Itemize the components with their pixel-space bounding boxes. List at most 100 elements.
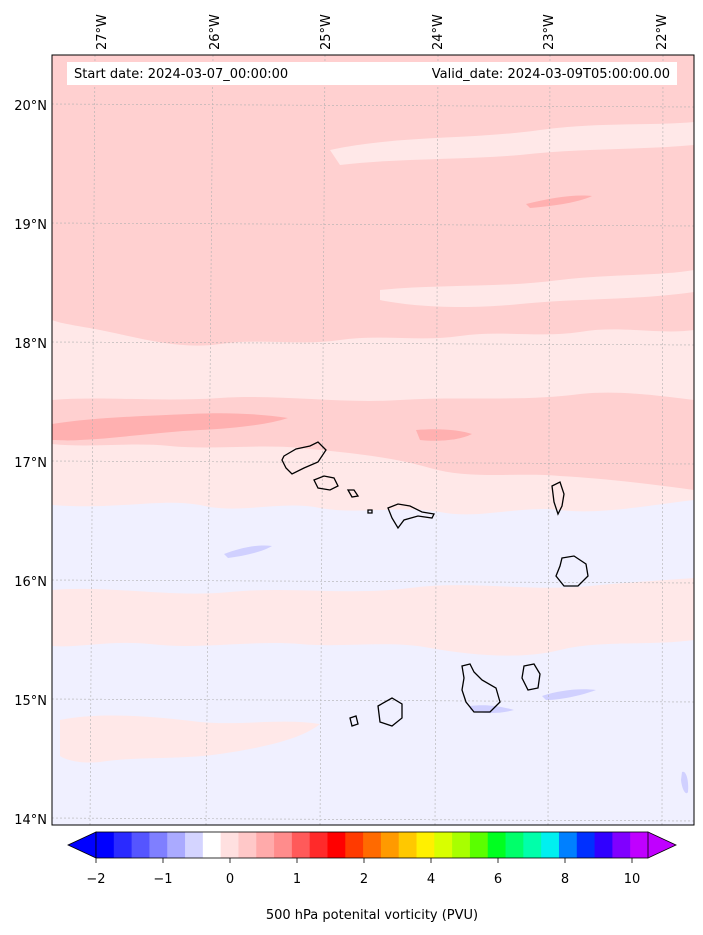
pv-blob-weak-positive-southwest	[60, 715, 320, 763]
colorbar-bin	[523, 832, 542, 858]
lon-label-22w: 22°W	[655, 14, 670, 50]
parallel-17n	[52, 460, 694, 465]
lon-label-27w: 27°W	[95, 14, 110, 50]
pv-patch-negative-2	[542, 689, 596, 700]
colorbar-bin	[612, 832, 631, 858]
date-header-box	[67, 62, 677, 85]
cb-tick-label: 10	[624, 872, 641, 887]
meridian-25w	[319, 55, 326, 825]
colorbar-bin	[149, 832, 168, 858]
colorbar-bin	[469, 832, 489, 858]
colorbar-extend-max	[647, 831, 677, 859]
valid-date-label: Valid_date: 2024-03-09T05:00:00.00	[432, 67, 670, 82]
island-boa-vista	[555, 555, 589, 587]
pv-band-positive-north	[52, 55, 694, 346]
colorbar-bin	[96, 832, 115, 858]
coastlines	[281, 441, 589, 727]
island-sao-vicente	[313, 475, 339, 491]
cb-tick-label: 4	[427, 872, 435, 887]
cb-tick-label: 8	[561, 872, 569, 887]
lat-label-20n: 20°N	[14, 99, 47, 114]
colorbar-bin	[309, 832, 329, 858]
meridian-23w	[547, 55, 551, 825]
colorbar-bins	[96, 832, 649, 858]
longitude-labels: 27°W 26°W 25°W 24°W 23°W 22°W	[95, 14, 670, 50]
lat-label-18n: 18°N	[14, 337, 47, 352]
pv-streak-moderate-3	[526, 195, 592, 208]
colorbar-bin	[452, 832, 471, 858]
meridian-27w	[89, 55, 96, 825]
colorbar-ticks	[95, 858, 633, 863]
colorbar-bin	[345, 832, 364, 858]
colorbar-bin	[416, 832, 435, 858]
colorbar-extend-min	[67, 831, 97, 859]
colorbar: −2 −1 0 1 2 4 6 8 10 500 hPa potenital v…	[67, 831, 677, 923]
graticule	[52, 55, 694, 825]
parallel-19n	[52, 222, 694, 227]
colorbar-bin	[113, 832, 133, 858]
lat-label-14n: 14°N	[14, 813, 47, 828]
colorbar-bin	[220, 832, 240, 858]
cb-tick-label: −1	[153, 872, 172, 887]
pv-streak-moderate-1	[52, 413, 288, 441]
colorbar-bin	[380, 832, 400, 858]
colorbar-bin	[558, 832, 578, 858]
plot-frame	[51, 54, 695, 826]
pv-streak-light-1	[330, 122, 694, 165]
parallel-18n	[52, 341, 694, 346]
colorbar-bin	[291, 832, 311, 858]
island-santiago	[461, 663, 501, 713]
colorbar-bin	[541, 832, 560, 858]
cb-tick-label: −2	[86, 872, 105, 887]
pv-blob-weak-positive-south	[52, 578, 694, 656]
colorbar-bin	[505, 832, 524, 858]
island-santo-antao	[281, 441, 327, 475]
colorbar-tick-labels: −2 −1 0 1 2 4 6 8 10	[86, 872, 640, 887]
colorbar-bin	[256, 832, 275, 858]
pv-patch-negative-4	[681, 771, 689, 794]
colorbar-frame	[95, 831, 649, 859]
colorbar-bin	[363, 832, 382, 858]
lon-label-25w: 25°W	[319, 14, 334, 50]
colorbar-title: 500 hPa potenital vorticity (PVU)	[266, 908, 478, 923]
island-sal	[551, 481, 565, 516]
colorbar-bin	[185, 832, 204, 858]
meridian-26w	[205, 55, 214, 825]
lon-label-26w: 26°W	[208, 14, 223, 50]
cb-tick-label: 2	[360, 872, 368, 887]
colorbar-bin	[594, 832, 613, 858]
colorbar-bin	[327, 832, 346, 858]
colorbar-bin	[202, 832, 222, 858]
island-brava	[349, 715, 359, 727]
colorbar-bin	[434, 832, 453, 858]
lat-label-16n: 16°N	[14, 575, 47, 590]
lat-label-17n: 17°N	[14, 456, 47, 471]
parallel-15n	[52, 698, 694, 703]
island-fogo	[377, 697, 403, 727]
island-santa-luzia	[346, 489, 360, 498]
colorbar-bin	[487, 832, 507, 858]
cb-tick-label: 0	[226, 872, 234, 887]
colorbar-bin	[238, 832, 257, 858]
colorbar-bin	[398, 832, 418, 858]
colorbar-bin	[576, 832, 596, 858]
colorbar-bin	[274, 832, 293, 858]
parallel-20n	[52, 103, 694, 108]
parallel-14n	[52, 817, 694, 822]
colorbar-bin	[131, 832, 151, 858]
island-maio	[521, 663, 541, 691]
island-sao-nicolau	[387, 503, 435, 530]
lon-label-23w: 23°W	[542, 14, 557, 50]
colorbar-bin	[630, 832, 649, 858]
colorbar-bin	[167, 832, 186, 858]
meridian-24w	[434, 55, 439, 825]
island-branco	[367, 509, 373, 514]
lat-label-19n: 19°N	[14, 218, 47, 233]
start-date-label: Start date: 2024-03-07_00:00:00	[74, 67, 288, 82]
pv-patch-negative-1	[224, 545, 272, 558]
pv-field	[52, 55, 694, 825]
pv-streak-light-2	[380, 270, 694, 307]
parallel-16n	[52, 579, 694, 584]
lat-label-15n: 15°N	[14, 694, 47, 709]
